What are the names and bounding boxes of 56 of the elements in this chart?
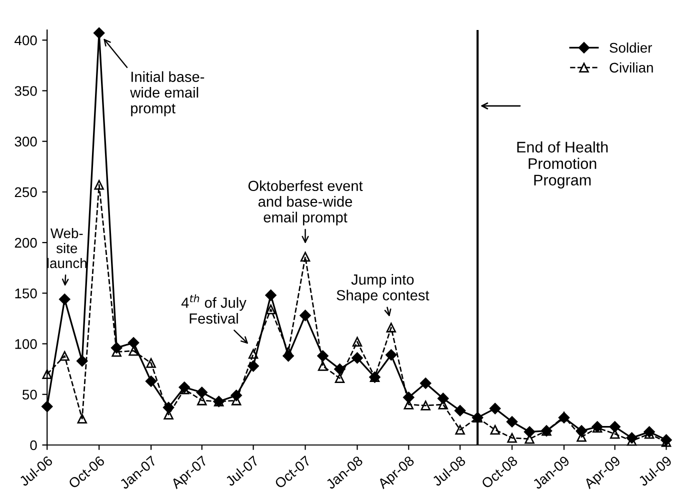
legend-label: Soldier: [610, 42, 652, 53]
point: [386, 349, 397, 361]
annotation: Jump into Shape contest: [336, 274, 430, 304]
point: [145, 376, 157, 387]
y-tick-label: 150: [15, 288, 37, 298]
point: [507, 433, 517, 443]
point: [59, 294, 70, 305]
y-tick-label: 50: [22, 390, 37, 400]
y-tick-label: 200: [14, 238, 37, 248]
point: [196, 386, 208, 398]
point: [334, 363, 346, 375]
point: [454, 404, 466, 416]
point: [300, 252, 310, 262]
point: [42, 400, 53, 412]
point: [609, 421, 620, 432]
point: [248, 349, 258, 359]
y-tick-label: 300: [14, 136, 37, 147]
y-tick-label: 250: [14, 187, 37, 198]
annotation: Oktoberfest event and base-wide email prompt: [248, 180, 363, 226]
point: [506, 416, 518, 428]
point: [265, 290, 276, 301]
point: [490, 424, 500, 435]
y-tick-label: 0: [30, 440, 37, 450]
annotation: Initial base- wide email prompt: [130, 71, 204, 116]
point: [352, 352, 363, 364]
point: [94, 180, 104, 190]
point: [420, 378, 432, 389]
point: [146, 358, 156, 368]
point: [455, 424, 465, 435]
point: [352, 336, 362, 347]
point: [42, 369, 52, 380]
point: [317, 350, 328, 362]
y-tick-label: 400: [14, 35, 37, 46]
point: [93, 27, 105, 39]
point: [489, 402, 501, 414]
point: [60, 351, 70, 361]
point: [386, 322, 396, 332]
point: [197, 396, 207, 406]
point: [524, 426, 536, 438]
point: [420, 400, 430, 410]
ref-line-label: End of Health Promotion Program: [517, 141, 608, 188]
point: [128, 337, 140, 348]
legend-label: Civilian: [610, 62, 653, 73]
annotation: 4$^{th}$ of July Festival: [181, 294, 246, 324]
point: [334, 373, 345, 384]
point: [318, 361, 328, 371]
y-tick-label: 350: [14, 86, 37, 96]
point: [248, 360, 259, 372]
point: [266, 304, 276, 314]
point: [283, 347, 294, 357]
annotation: Web- site launch: [47, 228, 86, 268]
y-tick-label: 100: [15, 339, 37, 349]
point: [300, 310, 311, 322]
point: [128, 346, 138, 356]
point: [77, 414, 87, 424]
point: [76, 355, 88, 367]
